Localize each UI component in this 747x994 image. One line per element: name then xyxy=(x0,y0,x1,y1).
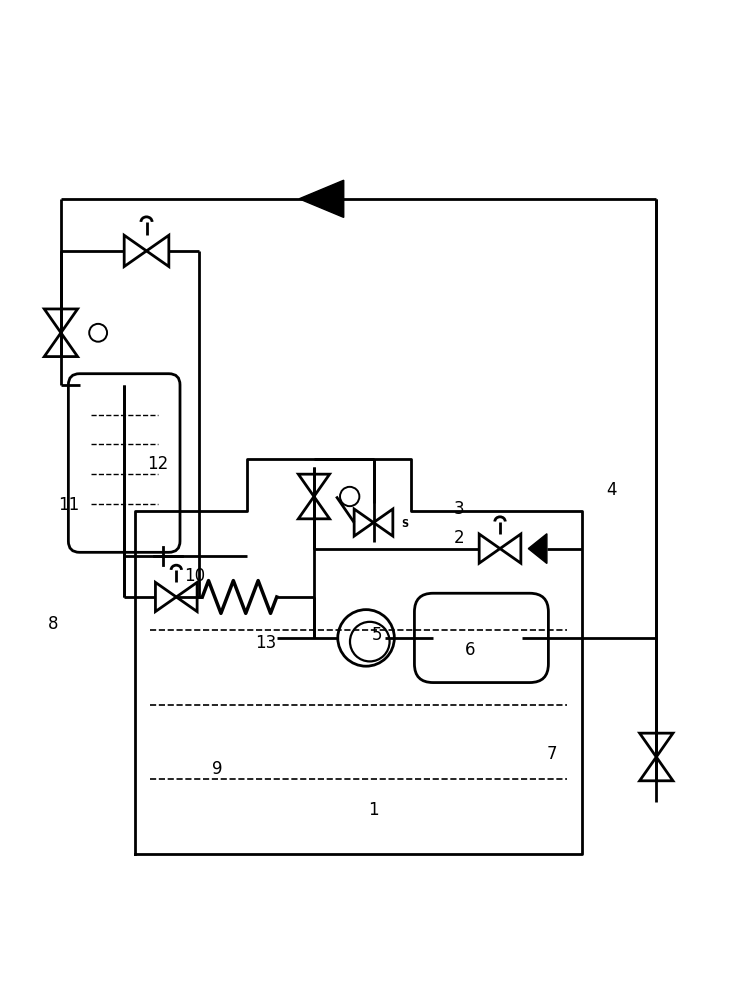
Circle shape xyxy=(89,324,107,342)
Polygon shape xyxy=(44,333,78,357)
Circle shape xyxy=(350,622,390,662)
Text: 2: 2 xyxy=(453,529,465,547)
Polygon shape xyxy=(176,582,197,612)
Polygon shape xyxy=(500,535,521,564)
Polygon shape xyxy=(146,236,169,267)
Polygon shape xyxy=(298,475,329,497)
Text: 10: 10 xyxy=(185,566,205,584)
Polygon shape xyxy=(354,510,374,537)
Text: 4: 4 xyxy=(607,480,617,499)
Polygon shape xyxy=(639,757,673,781)
Polygon shape xyxy=(124,236,146,267)
FancyBboxPatch shape xyxy=(415,593,548,683)
Circle shape xyxy=(340,487,359,507)
Text: 6: 6 xyxy=(465,640,476,658)
Polygon shape xyxy=(479,535,500,564)
Text: 13: 13 xyxy=(255,633,276,651)
Circle shape xyxy=(338,610,394,667)
Text: 12: 12 xyxy=(147,454,168,472)
Text: 8: 8 xyxy=(49,614,59,632)
Polygon shape xyxy=(298,497,329,519)
Text: 5: 5 xyxy=(372,625,382,643)
Polygon shape xyxy=(528,534,547,564)
Text: 7: 7 xyxy=(547,745,557,762)
Text: 3: 3 xyxy=(453,499,465,517)
Text: S: S xyxy=(401,518,408,528)
FancyBboxPatch shape xyxy=(69,375,180,553)
Polygon shape xyxy=(155,582,176,612)
Polygon shape xyxy=(374,510,393,537)
Text: 1: 1 xyxy=(368,800,379,818)
Text: 9: 9 xyxy=(212,759,223,777)
Polygon shape xyxy=(44,310,78,333)
Polygon shape xyxy=(639,734,673,757)
Text: 11: 11 xyxy=(58,495,79,514)
Polygon shape xyxy=(299,181,344,219)
